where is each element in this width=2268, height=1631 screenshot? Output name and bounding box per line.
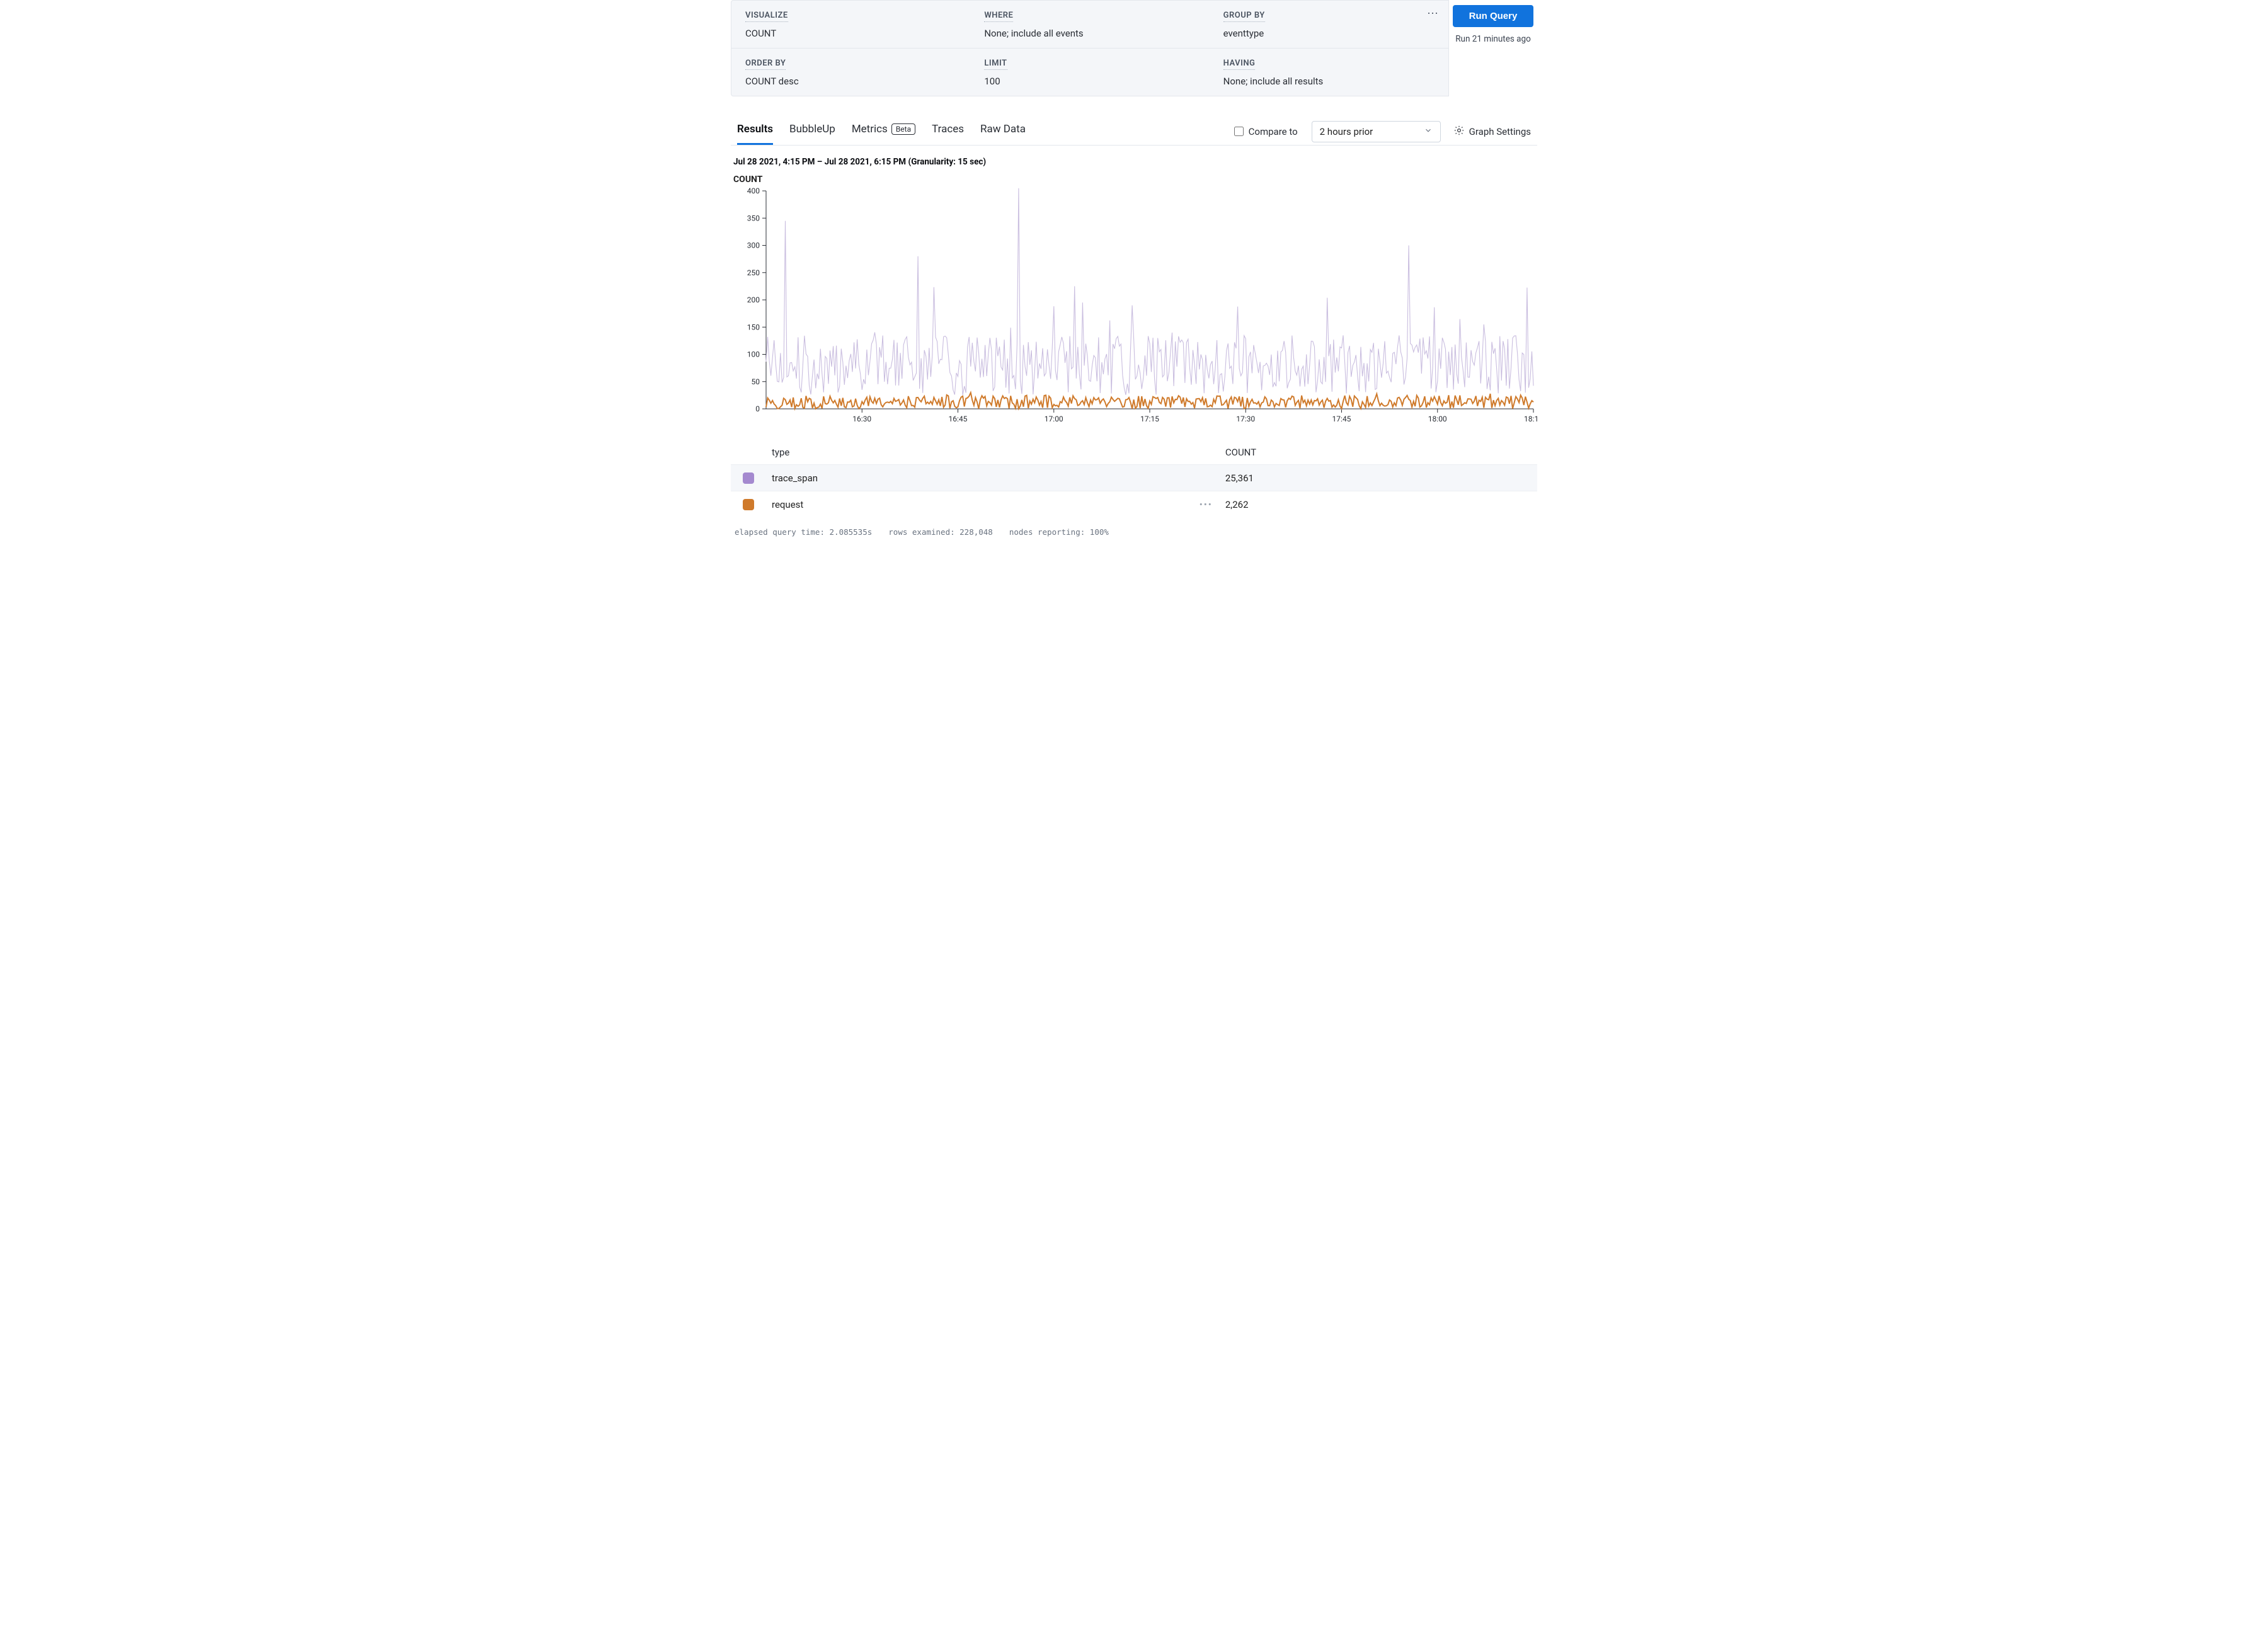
svg-text:100: 100 [747, 350, 760, 359]
cell-type: request [765, 491, 1193, 518]
qb-value: COUNT [745, 28, 776, 39]
tab-label: BubbleUp [789, 123, 835, 135]
qb-value: None; include all events [984, 28, 1083, 39]
qb-cell-limit[interactable]: LIMIT 100 [970, 49, 1209, 96]
beta-badge: Beta [891, 123, 915, 135]
table-row[interactable]: request•••2,262 [731, 491, 1537, 518]
qb-cell-orderby[interactable]: ORDER BY COUNT desc [731, 49, 970, 96]
cell-count: 25,361 [1219, 465, 1537, 491]
table-header-row: type COUNT [731, 440, 1537, 465]
run-query-button[interactable]: Run Query [1453, 5, 1533, 27]
qb-cell-where[interactable]: WHERE None; include all events [970, 1, 1209, 49]
tab-bubbleup[interactable]: BubbleUp [789, 118, 835, 145]
svg-text:17:30: 17:30 [1236, 415, 1255, 423]
col-count: COUNT [1219, 440, 1537, 465]
time-range-label: Jul 28 2021, 4:15 PM – Jul 28 2021, 6:15… [731, 146, 1537, 175]
results-table: type COUNT trace_span25,361request•••2,2… [731, 440, 1537, 517]
svg-text:50: 50 [752, 377, 760, 386]
compare-checkbox[interactable] [1234, 127, 1244, 136]
compare-label: Compare to [1249, 126, 1298, 137]
svg-text:250: 250 [747, 268, 760, 277]
run-meta: Run 21 minutes ago [1455, 33, 1531, 45]
more-icon[interactable]: ⋯ [1427, 7, 1440, 20]
cell-count: 2,262 [1219, 491, 1537, 518]
svg-text:350: 350 [747, 214, 760, 222]
stat-rows: rows examined: 228,048 [888, 527, 993, 537]
svg-text:17:00: 17:00 [1045, 415, 1063, 423]
tab-raw-data[interactable]: Raw Data [980, 118, 1026, 145]
svg-text:16:45: 16:45 [949, 415, 968, 423]
row-more-icon[interactable]: ••• [1193, 491, 1219, 518]
chevron-down-icon [1424, 126, 1433, 137]
svg-text:300: 300 [747, 241, 760, 250]
query-stats: elapsed query time: 2.085535s rows exami… [731, 517, 1537, 542]
qb-label: WHERE [984, 11, 1013, 22]
svg-text:17:45: 17:45 [1332, 415, 1351, 423]
tabs-bar: Results BubbleUp MetricsBeta Traces Raw Data… [731, 118, 1537, 146]
svg-text:18:00: 18:00 [1428, 415, 1447, 423]
stat-nodes: nodes reporting: 100% [1009, 527, 1109, 537]
tab-metrics[interactable]: MetricsBeta [852, 118, 915, 145]
col-type: type [765, 440, 1193, 465]
qb-label: VISUALIZE [745, 11, 788, 22]
qb-cell-having[interactable]: HAVING None; include all results [1210, 49, 1448, 96]
query-builder: VISUALIZE COUNT WHERE None; include all … [731, 0, 1537, 96]
tabs: Results BubbleUp MetricsBeta Traces Raw Data [737, 118, 1026, 145]
query-actions: Run Query Run 21 minutes ago [1449, 0, 1537, 96]
qb-label: HAVING [1223, 59, 1256, 70]
query-builder-grid: VISUALIZE COUNT WHERE None; include all … [731, 0, 1449, 96]
qb-value: 100 [984, 76, 1000, 87]
svg-text:150: 150 [747, 323, 760, 331]
graph-settings-button[interactable]: Graph Settings [1453, 125, 1537, 139]
compare-select-value: 2 hours prior [1320, 126, 1373, 137]
tab-label: Results [737, 123, 773, 135]
qb-label: GROUP BY [1223, 11, 1265, 22]
stat-elapsed: elapsed query time: 2.085535s [735, 527, 872, 537]
graph-settings-label: Graph Settings [1469, 126, 1531, 137]
svg-text:0: 0 [755, 404, 760, 413]
svg-text:18:15: 18:15 [1524, 415, 1537, 423]
cell-type: trace_span [765, 465, 1193, 491]
compare-select[interactable]: 2 hours prior [1312, 121, 1441, 142]
tab-label: Traces [932, 123, 964, 135]
svg-text:400: 400 [747, 187, 760, 195]
qb-cell-groupby[interactable]: GROUP BY eventtype ⋯ [1210, 1, 1448, 49]
svg-text:16:30: 16:30 [852, 415, 871, 423]
qb-value: None; include all results [1223, 76, 1324, 87]
qb-cell-visualize[interactable]: VISUALIZE COUNT [731, 1, 970, 49]
svg-text:200: 200 [747, 295, 760, 304]
gear-icon [1453, 125, 1465, 139]
tab-label: Raw Data [980, 123, 1026, 135]
table-row[interactable]: trace_span 25,361 [731, 465, 1537, 491]
svg-text:17:15: 17:15 [1140, 415, 1159, 423]
tab-label: Metrics [852, 123, 888, 135]
tab-traces[interactable]: Traces [932, 118, 964, 145]
series-swatch [743, 472, 754, 484]
count-chart: 0 50 100 150 200 250 300 350 400 16:30 16:45 17:00 1… [731, 187, 1537, 426]
row-more-icon[interactable] [1193, 465, 1219, 491]
compare-to[interactable]: Compare to [1234, 126, 1298, 137]
series-swatch [743, 499, 754, 510]
qb-value: eventtype [1223, 28, 1264, 39]
qb-label: LIMIT [984, 59, 1007, 70]
chart-title: COUNT [731, 175, 1537, 187]
qb-value: COUNT desc [745, 76, 799, 87]
tab-results[interactable]: Results [737, 118, 773, 145]
qb-label: ORDER BY [745, 59, 786, 70]
